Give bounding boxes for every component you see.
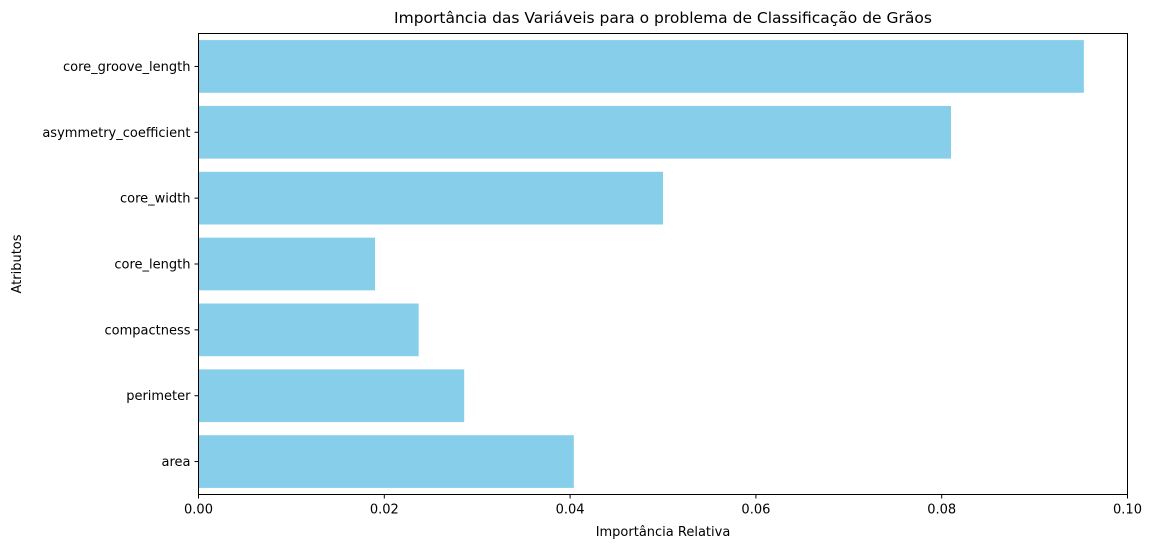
y-tick-label-core_groove_length: core_groove_length [63,60,191,75]
x-axis-ticks: 0.00 0.02 0.04 0.06 0.08 0.10 [184,494,1142,518]
bar-compactness [198,303,419,357]
plot-frame [198,33,1128,495]
x-axis-label: Importância Relativa [596,525,731,540]
x-tick-label-4: 0.08 [927,503,956,518]
bar-area [198,435,574,488]
bar-perimeter [198,369,465,423]
x-tick-label-0: 0.00 [184,503,213,518]
y-tick-label-asymmetry_coefficient: asymmetry_coefficient [42,126,190,141]
y-tick-label-core_width: core_width [120,192,191,207]
x-tick-label-1: 0.02 [370,503,399,518]
y-axis-label: Atributos [10,234,25,293]
bar-core_width [198,171,663,225]
x-tick-label-3: 0.06 [741,503,770,518]
y-axis-ticks: area perimeter compactness core_length core_… [42,60,199,470]
y-tick-label-perimeter: perimeter [126,389,191,404]
y-tick-label-core_length: core_length [114,258,190,273]
bars [198,40,1084,488]
x-tick-label-5: 0.10 [1113,503,1142,518]
y-tick-label-area: area [162,455,191,470]
chart-title: Importância das Variáveis para o problem… [394,9,932,27]
bar-core_length [198,237,376,291]
x-tick-label-2: 0.04 [556,503,585,518]
bar-asymmetry_coefficient [198,105,951,159]
bar-core_groove_length [198,40,1084,93]
y-tick-label-compactness: compactness [104,323,190,338]
